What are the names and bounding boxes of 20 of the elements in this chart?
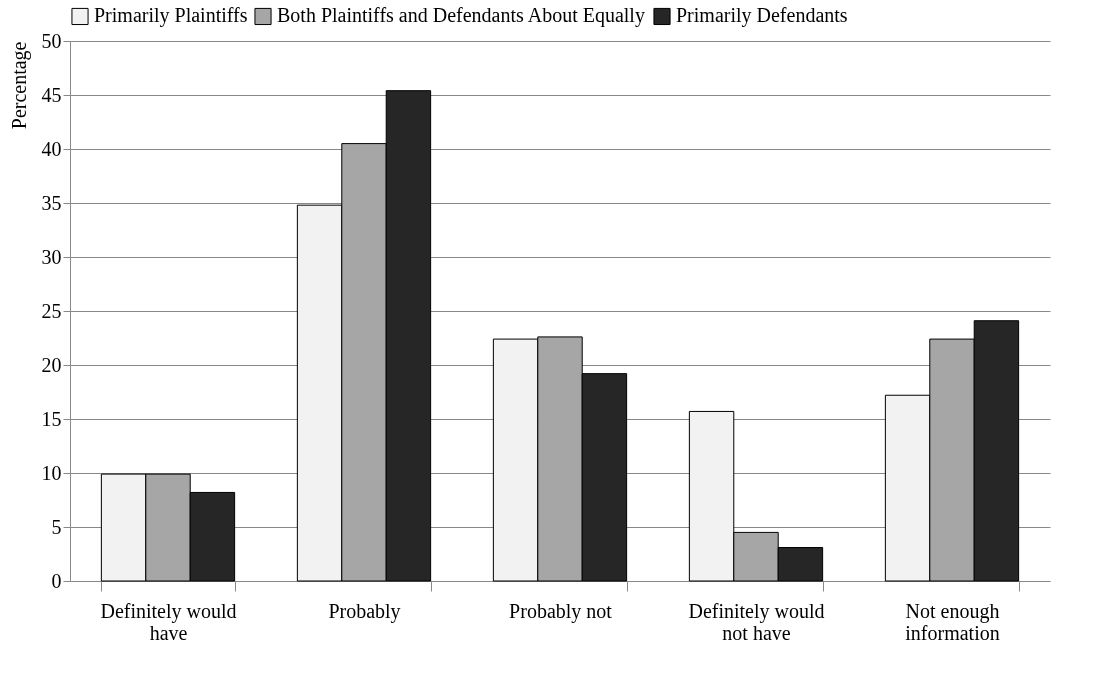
y-tick-label: 15 xyxy=(41,407,62,430)
y-tick-label: 25 xyxy=(41,299,62,322)
x-tick-label: Probably not xyxy=(509,599,613,623)
x-tick-label: Not enough information xyxy=(905,599,1000,644)
x-tick-label: Definitely would have xyxy=(100,599,237,644)
legend-label: Primarily Defendants xyxy=(676,4,848,28)
y-tick-label: 30 xyxy=(41,245,62,268)
y-tick-label: 20 xyxy=(41,353,62,376)
y-tick-label: 50 xyxy=(41,29,62,52)
x-tick-label: Probably xyxy=(328,599,401,623)
y-axis-title: Percentage xyxy=(7,41,31,130)
y-tick-label: 10 xyxy=(41,461,62,484)
legend-label: Primarily Plaintiffs xyxy=(94,4,248,28)
legend-label: Both Plaintiffs and Defendants About Equally xyxy=(277,4,645,28)
x-tick-label: Definitely would not have xyxy=(688,599,825,644)
y-tick-label: 40 xyxy=(41,137,62,160)
y-tick-label: 0 xyxy=(51,569,62,592)
y-tick-label: 5 xyxy=(51,515,62,538)
y-tick-label: 45 xyxy=(41,83,62,106)
y-tick-label: 35 xyxy=(41,191,62,214)
